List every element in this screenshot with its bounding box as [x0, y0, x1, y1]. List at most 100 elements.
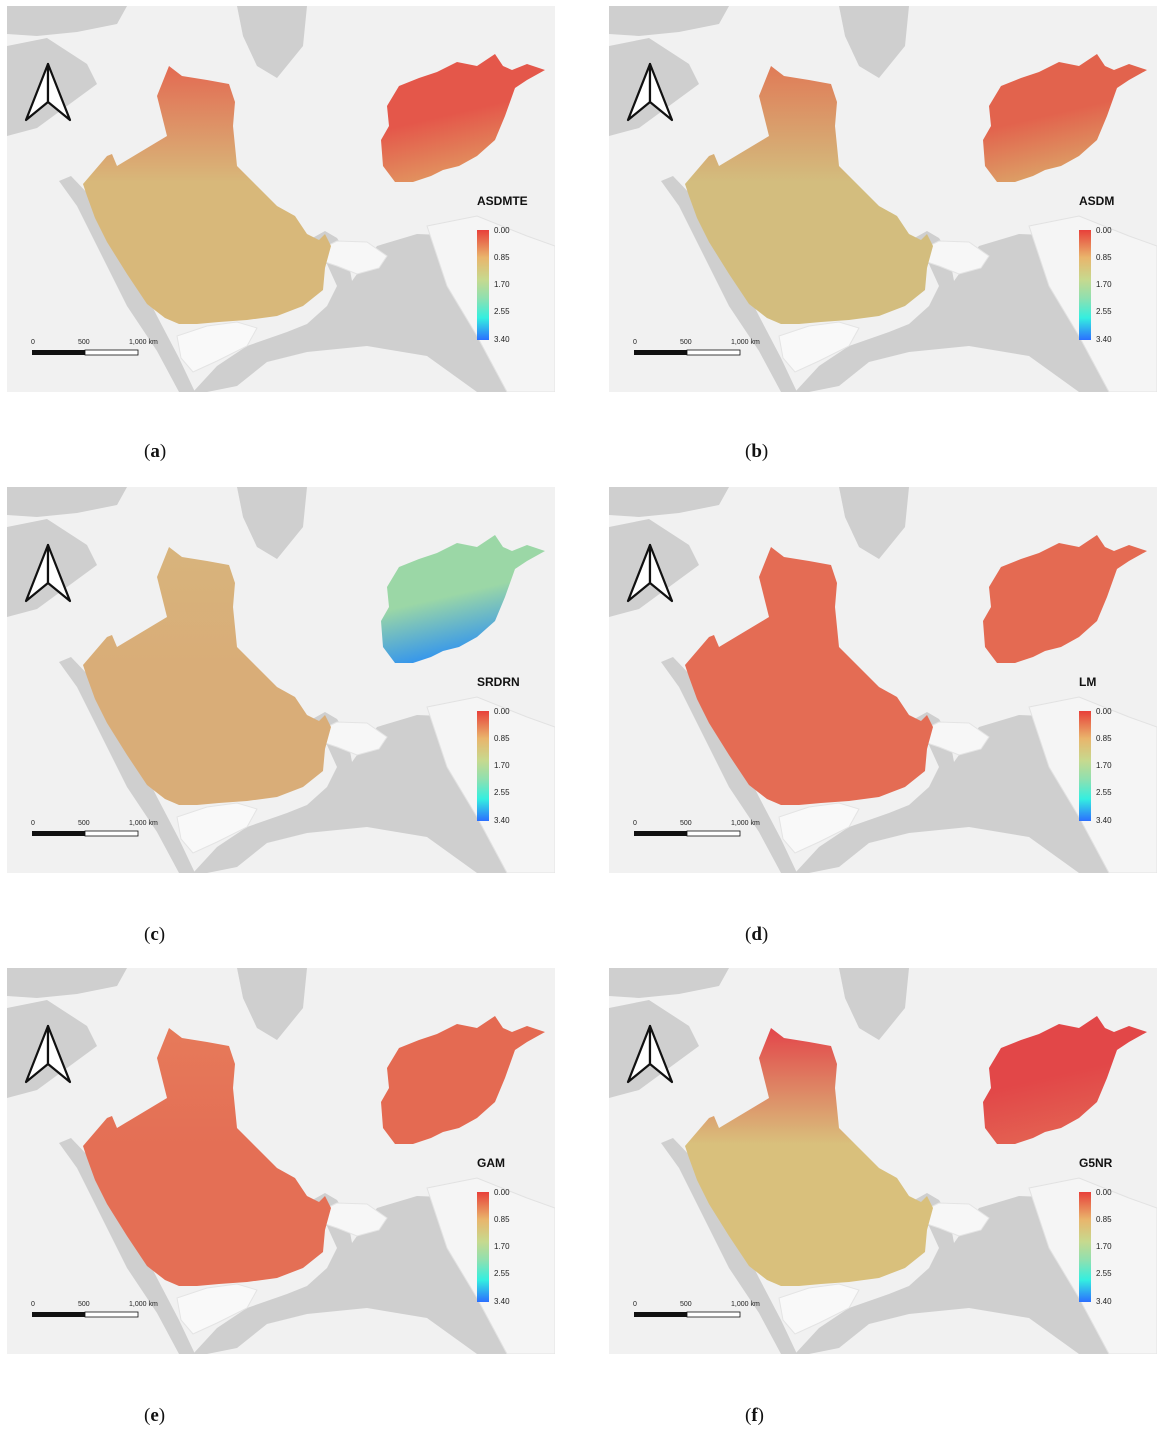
legend-title: GAM: [477, 1156, 505, 1170]
caspian-sea: [237, 6, 307, 78]
legend-tick: 2.55: [494, 788, 510, 797]
legend-tick: 3.40: [494, 335, 510, 344]
afghanistan-field: [381, 535, 545, 663]
yemen: [176, 321, 258, 373]
scale-label: 0: [633, 1301, 637, 1308]
legend-tick: 0.85: [494, 253, 510, 262]
legend-tick: 0.85: [1096, 253, 1112, 262]
caspian-sea: [839, 968, 909, 1040]
legend-color-ramp: [1079, 711, 1091, 821]
legend-tick: 3.40: [494, 816, 510, 825]
caspian-sea: [839, 487, 909, 559]
scale-bar: [634, 349, 741, 356]
yemen: [176, 802, 258, 854]
arabian-peninsula-field: [685, 547, 933, 805]
legend-tick: 3.40: [494, 1297, 510, 1306]
scale-label: 0: [31, 339, 35, 346]
legend-tick: 2.55: [494, 307, 510, 316]
map-panel-c: SRDRN 0.00 0.85 1.70 2.55 3.40 0 500 1,0…: [7, 487, 555, 873]
legend-title: LM: [1079, 675, 1097, 689]
caption-letter: e: [150, 1405, 159, 1426]
legend-tick: 0.00: [494, 707, 510, 716]
legend-tick: 2.55: [1096, 788, 1112, 797]
afghanistan-field: [381, 54, 545, 182]
red-sea: [59, 176, 195, 392]
scale-label: 0: [633, 820, 637, 827]
legend-tick: 0.85: [1096, 734, 1112, 743]
legend-tick: 0.00: [494, 226, 510, 235]
scale-label: 1,000 km: [731, 820, 760, 827]
caption-letter: c: [150, 924, 159, 945]
legend-tick: 0.85: [1096, 1215, 1112, 1224]
legend-tick: 0.85: [494, 1215, 510, 1224]
black-sea: [7, 487, 127, 517]
arabian-peninsula-field: [83, 547, 331, 805]
arabian-peninsula-field: [83, 1028, 331, 1286]
legend-tick: 2.55: [1096, 307, 1112, 316]
black-sea: [609, 6, 729, 36]
map-panel-a: ASDMTE 0.00 0.85 1.70 2.55 3.40 0 500 1,…: [7, 6, 555, 392]
afghanistan-field: [983, 535, 1147, 663]
panel-caption-c: (c): [144, 924, 166, 945]
scale-label: 500: [680, 1301, 692, 1308]
caption-letter: b: [751, 441, 762, 462]
red-sea: [661, 1138, 797, 1354]
red-sea: [661, 176, 797, 392]
india: [1028, 696, 1157, 873]
afghanistan-field: [983, 54, 1147, 182]
afghanistan-field: [381, 1016, 545, 1144]
black-sea: [7, 6, 127, 36]
legend-tick: 0.00: [1096, 1188, 1112, 1197]
scale-label: 500: [78, 820, 90, 827]
legend-tick: 3.40: [1096, 816, 1112, 825]
map-panel-b: ASDM 0.00 0.85 1.70 2.55 3.40 0 500 1,00…: [609, 6, 1157, 392]
legend-tick: 3.40: [1096, 1297, 1112, 1306]
yemen: [176, 1283, 258, 1335]
panel-caption-b: (b): [745, 441, 769, 462]
scale-bar: [32, 349, 139, 356]
legend-tick: 1.70: [1096, 761, 1112, 770]
arabian-peninsula-field: [685, 66, 933, 324]
basemap: [7, 6, 555, 392]
scale-label: 0: [633, 339, 637, 346]
basemap: [609, 6, 1157, 392]
basemap: [609, 968, 1157, 1354]
legend-color-ramp: [477, 1192, 489, 1302]
map-panel-d: LM 0.00 0.85 1.70 2.55 3.40 0 500 1,000 …: [609, 487, 1157, 873]
scale-label: 0: [31, 820, 35, 827]
basemap: [7, 968, 555, 1354]
scale-bar: [634, 1311, 741, 1318]
india: [426, 1177, 555, 1354]
north-arrow-icon: [24, 543, 72, 603]
legend-tick: 0.00: [1096, 707, 1112, 716]
legend-title: SRDRN: [477, 675, 520, 689]
north-arrow-icon: [626, 62, 674, 122]
caspian-sea: [839, 6, 909, 78]
legend-tick: 1.70: [1096, 1242, 1112, 1251]
black-sea: [609, 968, 729, 998]
yemen: [778, 321, 860, 373]
scale-label: 1,000 km: [129, 820, 158, 827]
scale-label: 500: [680, 339, 692, 346]
scale-label: 1,000 km: [129, 1301, 158, 1308]
india: [1028, 1177, 1157, 1354]
map-panel-f: G5NR 0.00 0.85 1.70 2.55 3.40 0 500 1,00…: [609, 968, 1157, 1354]
legend-color-ramp: [477, 230, 489, 340]
legend-tick: 2.55: [494, 1269, 510, 1278]
legend-tick: 1.70: [494, 1242, 510, 1251]
yemen: [778, 1283, 860, 1335]
scale-label: 500: [680, 820, 692, 827]
legend-title: G5NR: [1079, 1156, 1113, 1170]
scale-bar: [634, 830, 741, 837]
legend-color-ramp: [1079, 230, 1091, 340]
north-arrow-icon: [626, 543, 674, 603]
caption-letter: a: [150, 441, 160, 462]
scale-label: 500: [78, 1301, 90, 1308]
north-arrow-icon: [24, 62, 72, 122]
arabian-peninsula-field: [83, 66, 331, 324]
panel-caption-a: (a): [144, 441, 167, 462]
afghanistan-field: [983, 1016, 1147, 1144]
red-sea: [661, 657, 797, 873]
black-sea: [7, 968, 127, 998]
arabian-peninsula-field: [685, 1028, 933, 1286]
